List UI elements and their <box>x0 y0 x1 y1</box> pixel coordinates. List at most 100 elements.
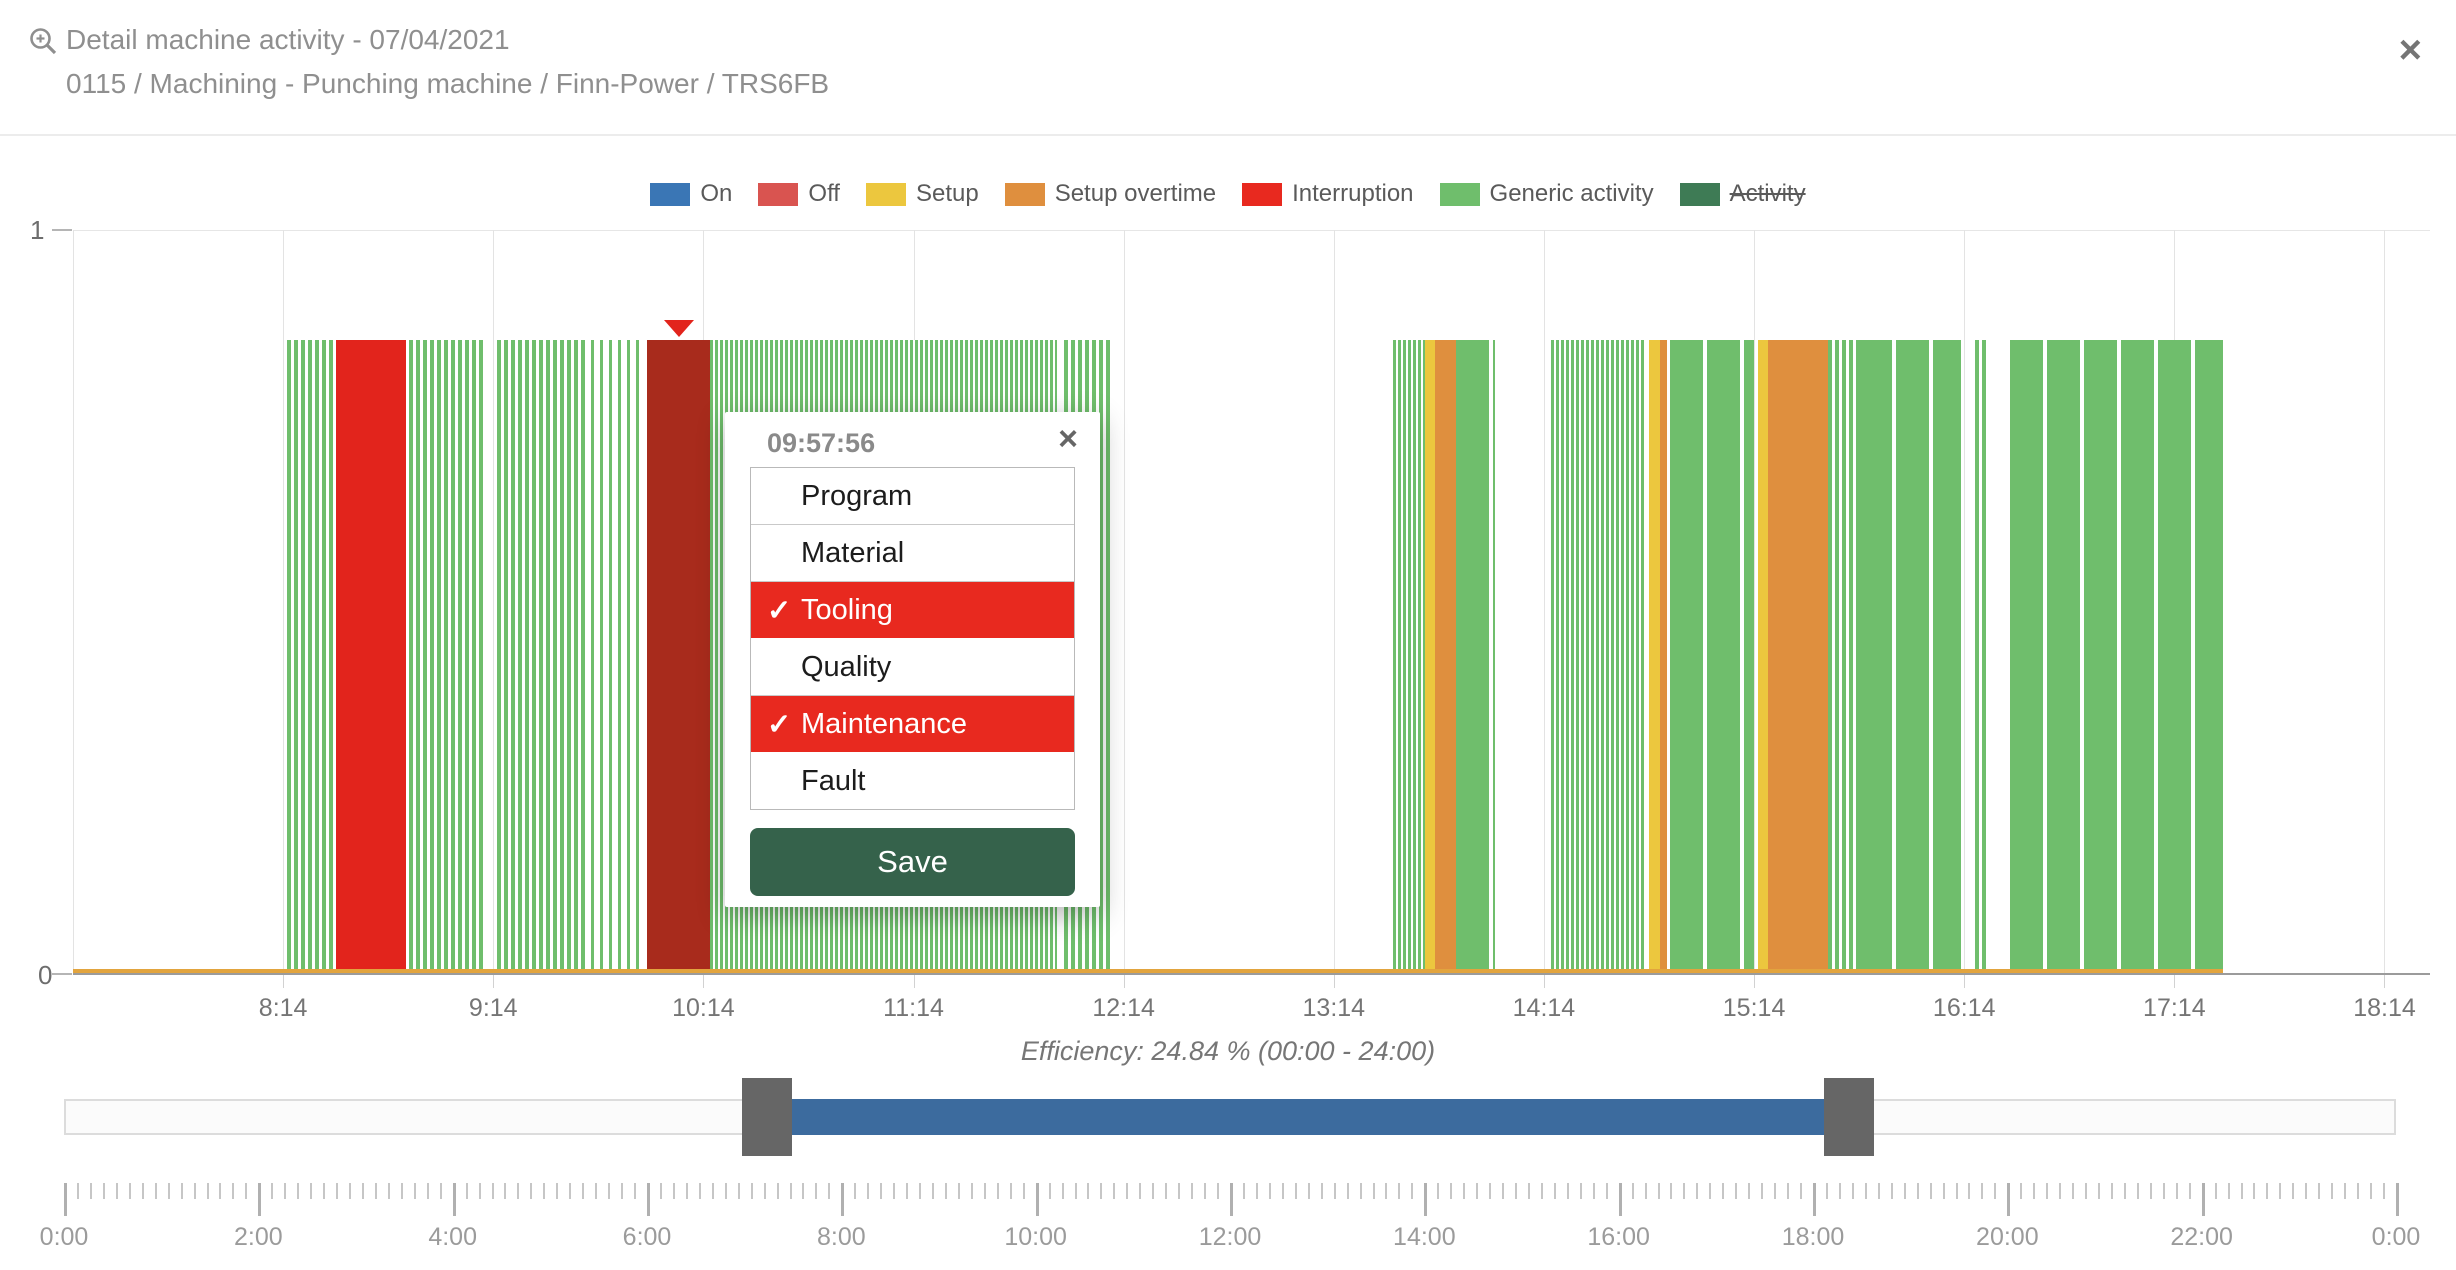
ruler-minor-tick <box>154 1183 157 1199</box>
x-axis-tick <box>1754 975 1756 988</box>
ruler-minor-tick <box>1553 1183 1556 1199</box>
check-icon: ✓ <box>767 594 792 627</box>
ruler-minor-tick <box>2123 1183 2126 1199</box>
ruler-minor-tick <box>465 1183 468 1199</box>
ruler-minor-tick <box>1048 1183 1051 1199</box>
ruler-major-tick <box>452 1183 456 1216</box>
dialog-close-button[interactable]: × <box>2398 28 2422 72</box>
ruler-minor-tick <box>297 1183 300 1199</box>
bar-segment <box>1456 340 1495 973</box>
legend-item-generic-activity[interactable]: Generic activity <box>1439 180 1654 208</box>
gridline-vertical <box>1964 230 1966 975</box>
gridline-vertical <box>1333 230 1335 975</box>
ruler-minor-tick <box>1139 1183 1142 1199</box>
ruler-minor-tick <box>2046 1183 2049 1199</box>
popup-option-maintenance[interactable]: ✓ Maintenance <box>751 696 1074 753</box>
ruler-minor-tick <box>1113 1183 1116 1199</box>
ruler-minor-tick <box>1968 1183 1971 1199</box>
interruption-marker[interactable] <box>663 320 694 337</box>
popup-option-material[interactable]: ✓Material <box>751 525 1074 582</box>
popup-option-tooling[interactable]: ✓ Tooling <box>751 582 1074 639</box>
ruler-minor-tick <box>206 1183 209 1199</box>
ruler-tick-label: 2:00 <box>233 1223 283 1251</box>
x-axis-tick-label: 11:14 <box>883 994 944 1022</box>
ruler-minor-tick <box>1515 1183 1518 1199</box>
ruler-minor-tick <box>906 1183 909 1199</box>
ruler-minor-tick <box>2279 1183 2282 1199</box>
ruler-minor-tick <box>1955 1183 1958 1199</box>
y-axis-tick <box>52 973 72 975</box>
ruler-minor-tick <box>361 1183 364 1199</box>
bar-segment <box>1757 340 1769 973</box>
legend-label: Off <box>808 180 840 207</box>
legend-item-setup-overtime[interactable]: Setup overtime <box>1004 180 1217 208</box>
gridline-vertical <box>1754 230 1756 975</box>
legend-label: Setup overtime <box>1054 180 1217 207</box>
popup-option-program[interactable]: ✓Program <box>751 468 1074 525</box>
ruler-minor-tick <box>1864 1183 1867 1199</box>
ruler-minor-tick <box>517 1183 520 1199</box>
ruler-minor-tick <box>815 1183 818 1199</box>
legend-label: Generic activity <box>1489 180 1654 207</box>
popup-option-quality[interactable]: ✓Quality <box>751 639 1074 696</box>
ruler-tick-label: 14:00 <box>1393 1223 1456 1251</box>
ruler-minor-tick <box>1100 1183 1103 1199</box>
ruler-minor-tick <box>1320 1183 1323 1199</box>
legend-item-interruption[interactable]: Interruption <box>1242 180 1414 208</box>
bar-segment <box>409 340 487 973</box>
popup-close-button[interactable]: × <box>1058 420 1078 458</box>
ruler-minor-tick <box>2098 1183 2101 1199</box>
ruler-minor-tick <box>1281 1183 1284 1199</box>
slider-handle-right[interactable] <box>1823 1078 1874 1156</box>
ruler-minor-tick <box>323 1183 326 1199</box>
ruler-minor-tick <box>426 1183 429 1199</box>
ruler-minor-tick <box>1191 1183 1194 1199</box>
ruler-minor-tick <box>1722 1183 1725 1199</box>
x-axis-tick-label: 10:14 <box>672 994 735 1022</box>
ruler-major-tick <box>1035 1183 1039 1216</box>
legend-item-off[interactable]: Off <box>758 180 840 208</box>
legend-item-on[interactable]: On <box>650 180 732 208</box>
legend-swatch <box>758 182 799 206</box>
ruler-tick-label: 20:00 <box>1976 1223 2039 1251</box>
ruler-minor-tick <box>89 1183 92 1199</box>
ruler-minor-tick <box>854 1183 857 1199</box>
gridline-vertical <box>73 230 74 975</box>
save-button[interactable]: Save <box>750 828 1075 896</box>
ruler-minor-tick <box>1217 1183 1220 1199</box>
ruler-minor-tick <box>1566 1183 1569 1199</box>
ruler-minor-tick <box>1165 1183 1168 1199</box>
ruler-minor-tick <box>1009 1183 1012 1199</box>
ruler-minor-tick <box>180 1183 183 1199</box>
ruler-minor-tick <box>763 1183 766 1199</box>
gridline-top <box>73 230 2430 231</box>
ruler-minor-tick <box>2033 1183 2036 1199</box>
legend-swatch <box>1439 182 1480 206</box>
x-axis-tick-label: 16:14 <box>1932 994 1996 1022</box>
time-range-selected[interactable] <box>766 1099 1849 1135</box>
machine-breadcrumb: 0115 / Machining - Punching machine / Fi… <box>66 68 830 99</box>
x-axis-tick <box>1123 975 1125 988</box>
ruler-minor-tick <box>1540 1183 1543 1199</box>
ruler-minor-tick <box>2344 1183 2347 1199</box>
bar-segment <box>1827 340 1860 973</box>
ruler-minor-tick <box>271 1183 274 1199</box>
ruler-minor-tick <box>1152 1183 1155 1199</box>
ruler-minor-tick <box>1696 1183 1699 1199</box>
ruler-minor-tick <box>504 1183 507 1199</box>
ruler-minor-tick <box>1605 1183 1608 1199</box>
ruler-tick-label: 10:00 <box>1004 1223 1067 1251</box>
ruler-minor-tick <box>413 1183 416 1199</box>
ruler-minor-tick <box>219 1183 222 1199</box>
ruler-minor-tick <box>1670 1183 1673 1199</box>
legend-item-activity[interactable]: Activity <box>1679 180 1806 208</box>
x-axis-tick-label: 13:14 <box>1302 994 1366 1022</box>
popup-option-fault[interactable]: ✓Fault <box>751 753 1074 809</box>
legend-item-setup[interactable]: Setup <box>865 180 979 208</box>
legend-swatch <box>1679 182 1720 206</box>
ruler-minor-tick <box>2162 1183 2165 1199</box>
ruler-minor-tick <box>284 1183 287 1199</box>
bar-segment <box>335 340 406 973</box>
slider-handle-left[interactable] <box>741 1078 792 1156</box>
check-icon: ✓ <box>767 708 792 741</box>
